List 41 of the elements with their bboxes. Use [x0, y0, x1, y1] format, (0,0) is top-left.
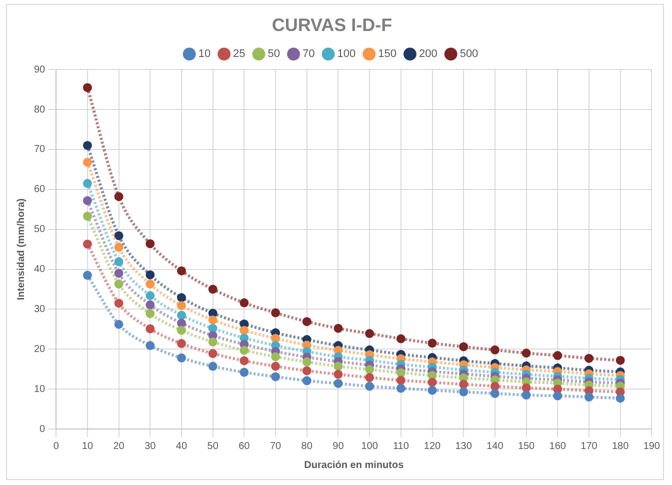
x-tick-label: 80	[301, 440, 313, 452]
legend-label: 70	[302, 48, 315, 60]
y-tick-label: 60	[34, 184, 46, 196]
y-tick-label: 40	[34, 264, 46, 276]
x-tick-label: 30	[144, 440, 156, 452]
x-tick-label: 190	[643, 440, 660, 452]
y-axis-title: Intensidad (mm/hora)	[16, 198, 27, 300]
x-tick-label: 130	[455, 440, 472, 452]
x-axis-title: Duración en minutos	[304, 460, 404, 471]
y-tick-label: 50	[34, 224, 46, 236]
x-tick-label: 170	[580, 440, 598, 452]
x-tick-label: 10	[82, 440, 94, 452]
legend-label: 200	[418, 48, 438, 60]
y-tick-label: 30	[34, 304, 46, 315]
chart-title: CURVAS I-D-F	[272, 14, 392, 35]
x-tick-label: 180	[612, 440, 630, 452]
x-tick-label: 100	[361, 440, 378, 452]
x-tick-label: 120	[424, 440, 442, 452]
legend-label: 150	[378, 48, 396, 60]
x-tick-label: 90	[332, 440, 344, 452]
x-tick-label: 40	[176, 440, 188, 452]
x-tick-label: 70	[270, 440, 282, 452]
legend-label: 500	[460, 48, 478, 60]
y-tick-label: 70	[34, 144, 46, 156]
y-tick-label: 0	[40, 424, 46, 435]
legend-label: 10	[198, 48, 211, 60]
legend-label: 100	[337, 48, 356, 60]
x-tick-label: 160	[549, 440, 566, 452]
y-tick-label: 10	[34, 384, 46, 395]
x-tick-label: 150	[518, 440, 536, 452]
legend-label: 25	[233, 48, 246, 60]
y-tick-label: 20	[34, 344, 46, 355]
y-tick-label: 90	[34, 64, 46, 76]
x-tick-label: 50	[207, 440, 219, 452]
y-tick-label: 80	[34, 104, 46, 116]
x-tick-label: 110	[392, 440, 410, 452]
x-tick-label: 60	[238, 440, 250, 452]
legend-label: 50	[268, 48, 280, 60]
x-tick-label: 20	[113, 440, 125, 452]
x-tick-label: 140	[486, 440, 504, 452]
x-tick-label: 0	[53, 440, 60, 452]
